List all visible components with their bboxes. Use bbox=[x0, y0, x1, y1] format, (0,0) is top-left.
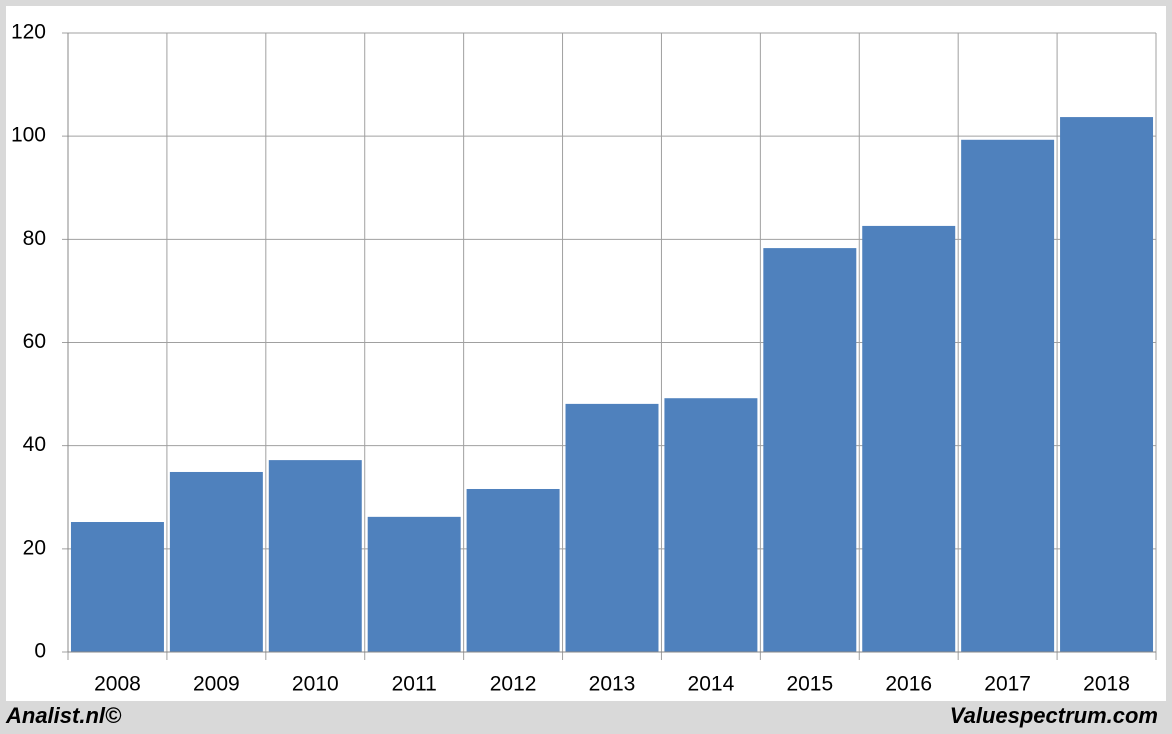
bar bbox=[268, 460, 362, 652]
bar bbox=[70, 522, 164, 652]
y-tick-label: 60 bbox=[23, 330, 46, 353]
x-tick-label: 2011 bbox=[392, 673, 437, 696]
y-tick-label: 100 bbox=[11, 124, 46, 147]
x-tick-label: 2018 bbox=[1083, 673, 1130, 696]
x-tick-label: 2017 bbox=[984, 673, 1031, 696]
bar bbox=[763, 248, 857, 653]
bar bbox=[1060, 117, 1154, 653]
source-left: Analist.nl© bbox=[5, 703, 122, 728]
y-tick-label: 120 bbox=[11, 21, 46, 44]
y-tick-label: 0 bbox=[34, 640, 46, 663]
y-tick-label: 80 bbox=[23, 227, 46, 250]
x-tick-label: 2014 bbox=[688, 673, 735, 696]
x-tick-label: 2016 bbox=[885, 673, 932, 696]
x-tick-label: 2012 bbox=[490, 673, 537, 696]
x-tick-label: 2009 bbox=[193, 673, 240, 696]
bar bbox=[664, 398, 758, 652]
source-right: Valuespectrum.com bbox=[950, 703, 1158, 728]
bar bbox=[169, 471, 263, 652]
bar bbox=[565, 403, 659, 652]
x-tick-label: 2013 bbox=[589, 673, 636, 696]
x-tick-label: 2015 bbox=[786, 673, 833, 696]
bar bbox=[367, 516, 461, 652]
x-tick-label: 2008 bbox=[94, 673, 141, 696]
bar bbox=[466, 488, 560, 652]
y-tick-label: 40 bbox=[23, 433, 46, 456]
x-tick-label: 2010 bbox=[292, 673, 339, 696]
y-tick-label: 20 bbox=[23, 536, 46, 559]
bar bbox=[862, 225, 956, 652]
bar bbox=[961, 139, 1055, 653]
